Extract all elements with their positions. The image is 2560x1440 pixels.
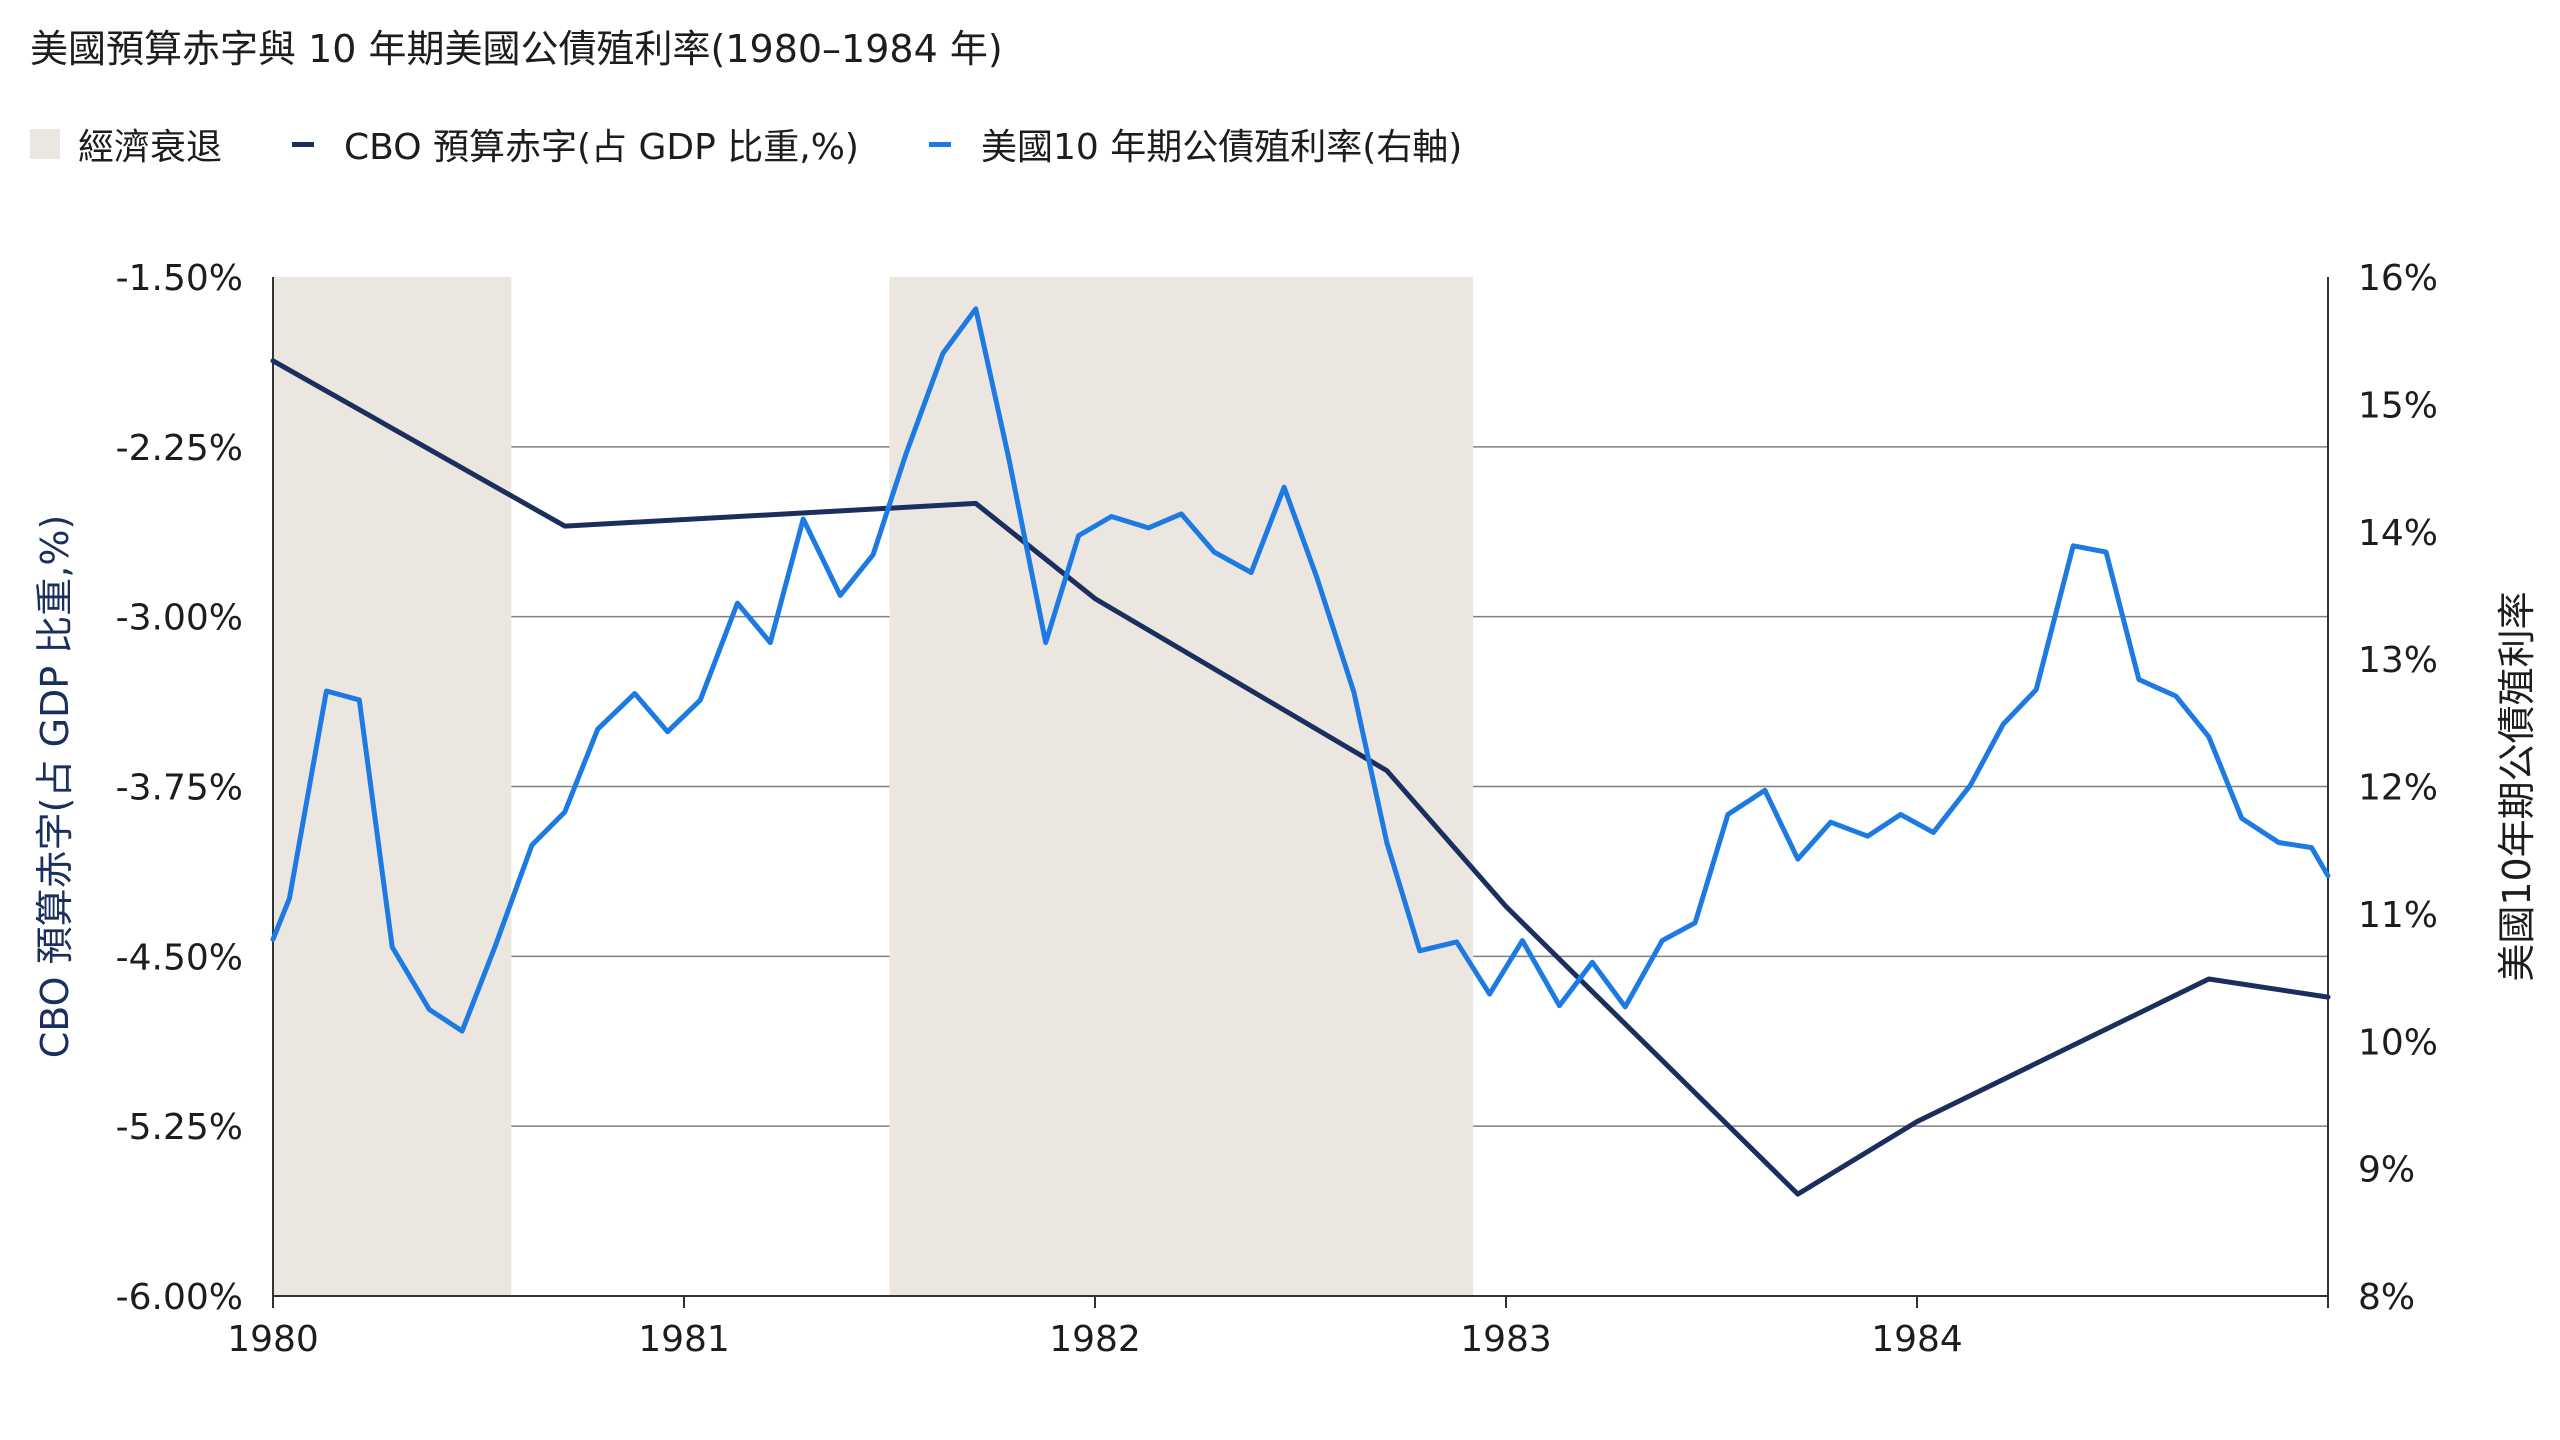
legend-label-recession: 經濟衰退: [78, 127, 223, 168]
y-right-tick-label: 8%: [2358, 1277, 2415, 1318]
y-left-tick-label: -6.00%: [116, 1277, 243, 1318]
y-left-tick-label: -2.25%: [116, 428, 243, 469]
y-left-tick-label: -4.50%: [116, 937, 243, 978]
y-right-axis-label: 美國10年期公債殖利率: [2495, 591, 2539, 981]
x-tick-label: 1982: [1049, 1319, 1141, 1360]
legend: 經濟衰退 CBO 預算赤字(占 GDP 比重,%) 美國10 年期公債殖利率(右…: [30, 118, 1532, 170]
x-tick-label: 1981: [638, 1319, 730, 1360]
x-tick-label: 1983: [1460, 1319, 1552, 1360]
y-right-tick-label: 15%: [2358, 385, 2438, 426]
yield-swatch: [928, 141, 951, 147]
legend-item-recession: 經濟衰退: [30, 118, 222, 170]
x-tick-label: 1984: [1871, 1319, 1963, 1360]
chart-title: 美國預算赤字與 10 年期美國公債殖利率(1980–1984 年): [30, 27, 1003, 71]
y-right-tick-label: 11%: [2358, 895, 2438, 936]
y-left-tick-label: -3.00%: [116, 598, 243, 639]
legend-label-yield: 美國10 年期公債殖利率(右軸): [980, 127, 1463, 168]
legend-item-deficit: CBO 預算赤字(占 GDP 比重,%): [292, 118, 859, 170]
y-left-tick-label: -3.75%: [116, 768, 243, 809]
x-tick-label: 1980: [227, 1319, 319, 1360]
yield-series-line: [270, 306, 2331, 1034]
recession-band-1: [273, 277, 512, 1296]
legend-item-yield: 美國10 年期公債殖利率(右軸): [928, 118, 1463, 170]
deficit-swatch: [292, 141, 315, 147]
y-right-tick-label: 9%: [2358, 1150, 2415, 1191]
y-right-tick-label: 14%: [2358, 513, 2438, 554]
recession-band-2: [889, 277, 1474, 1296]
y-left-axis-label: CBO 預算赤字(占 GDP 比重,%): [33, 515, 77, 1059]
legend-label-deficit: CBO 預算赤字(占 GDP 比重,%): [344, 127, 859, 168]
y-left-tick-label: -1.50%: [116, 258, 243, 299]
deficit-series-line: [270, 358, 2331, 1197]
y-left-tick-label: -5.25%: [116, 1107, 243, 1148]
y-right-tick-label: 10%: [2358, 1022, 2438, 1063]
recession-swatch: [30, 129, 60, 159]
y-right-tick-label: 13%: [2358, 640, 2438, 681]
y-right-tick-label: 16%: [2358, 258, 2438, 299]
y-right-tick-label: 12%: [2358, 768, 2438, 809]
